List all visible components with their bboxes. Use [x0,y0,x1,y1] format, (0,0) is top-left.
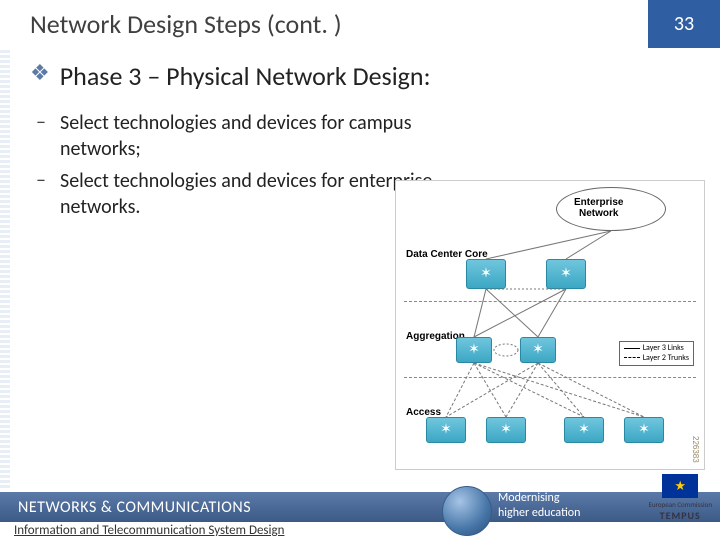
legend-row: Layer 2 Trunks [624,354,689,364]
slide: Network Design Steps (cont. ) 33 ❖ Phase… [0,0,720,540]
eu-flag-icon: ★ [662,474,698,498]
bullet-item: – Select technologies and devices for ca… [36,110,436,162]
heading-bullet-icon: ❖ [30,60,50,86]
legend-label: Layer 3 Links [643,343,684,353]
heading-row: ❖ Phase 3 – Physical Network Design: [30,60,431,92]
footer-band: NETWORKS & COMMUNICATIONS [0,492,720,522]
globe-icon [442,486,492,536]
bullet-text: Select technologies and devices for camp… [60,110,436,162]
links-layer [396,181,706,471]
dash-icon: – [36,168,60,193]
page-number-box: 33 [648,0,720,48]
left-stripe [0,50,10,488]
footer-right: Modernising higher education [498,491,580,520]
footer: NETWORKS & COMMUNICATIONS Modernising hi… [0,486,720,540]
legend-label: Layer 2 Trunks [643,353,689,363]
dash-icon: – [36,110,60,135]
dashed-line-icon [624,357,640,358]
tempus-label-1: European Commission [648,500,712,509]
diagram-code: 226383 [691,436,700,463]
tempus-label-2: TEMPUS [648,509,712,522]
bullet-list: – Select technologies and devices for ca… [36,110,436,226]
footer-band-title: NETWORKS & COMMUNICATIONS [18,498,251,517]
solid-line-icon [624,348,640,349]
network-diagram: Enterprise Network Data Center Core Aggr… [395,180,705,470]
slide-title: Network Design Steps (cont. ) [30,8,342,40]
bullet-item: – Select technologies and devices for en… [36,168,436,220]
title-bar: Network Design Steps (cont. ) [0,0,720,48]
footer-right-1: Modernising [498,491,580,505]
footer-line: Information and Telecommunication System… [14,523,284,538]
tempus-badge: ★ European Commission TEMPUS [648,474,712,522]
legend: Layer 3 Links Layer 2 Trunks [619,341,694,366]
heading-text: Phase 3 – Physical Network Design: [60,60,431,92]
footer-right-2: higher education [498,506,580,520]
page-number: 33 [674,12,694,36]
bullet-text: Select technologies and devices for ente… [60,168,436,220]
